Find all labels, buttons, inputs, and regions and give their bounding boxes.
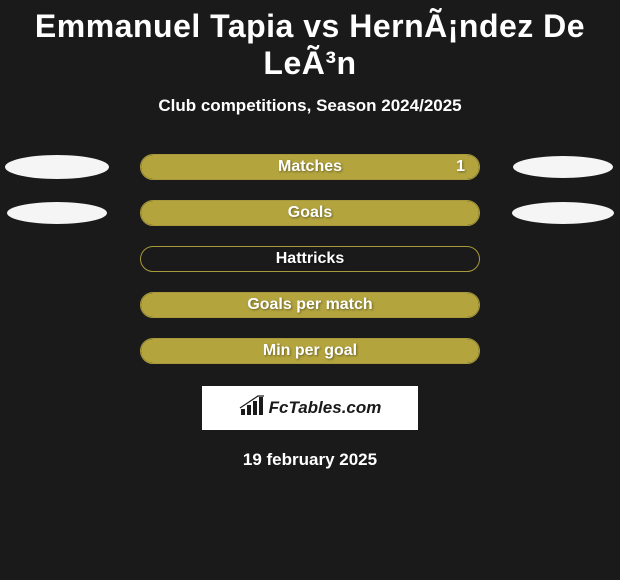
left-value-slot	[2, 155, 112, 179]
chart-icon	[239, 395, 265, 422]
right-value-slot	[508, 202, 618, 224]
value-ellipse	[512, 202, 614, 224]
value-ellipse	[7, 202, 107, 224]
page-title: Emmanuel Tapia vs HernÃ¡ndez De LeÃ³n	[0, 8, 620, 82]
stat-value: 1	[456, 158, 465, 176]
stat-row: Min per goal	[0, 338, 620, 364]
right-value-slot	[508, 156, 618, 178]
page-subtitle: Club competitions, Season 2024/2025	[0, 96, 620, 116]
logo-text: FcTables.com	[269, 398, 382, 418]
stat-label: Hattricks	[276, 250, 344, 268]
stat-label: Matches	[278, 158, 342, 176]
stat-rows: Matches 1 Goals Hattricks Goals per match Min…	[0, 154, 620, 364]
stat-bar: Hattricks	[140, 246, 480, 272]
stat-label: Goals	[288, 204, 332, 222]
comparison-widget: Emmanuel Tapia vs HernÃ¡ndez De LeÃ³n Cl…	[0, 0, 620, 470]
stat-label: Goals per match	[247, 296, 372, 314]
value-ellipse	[5, 155, 109, 179]
stat-bar: Goals	[140, 200, 480, 226]
stat-row: Goals per match	[0, 292, 620, 318]
stat-label: Min per goal	[263, 342, 357, 360]
stat-row: Goals	[0, 200, 620, 226]
logo-box[interactable]: FcTables.com	[202, 386, 418, 430]
date-text: 19 february 2025	[0, 450, 620, 470]
stat-row: Hattricks	[0, 246, 620, 272]
value-ellipse	[513, 156, 613, 178]
left-value-slot	[2, 202, 112, 224]
stat-row: Matches 1	[0, 154, 620, 180]
stat-bar: Min per goal	[140, 338, 480, 364]
stat-bar: Goals per match	[140, 292, 480, 318]
stat-bar: Matches 1	[140, 154, 480, 180]
